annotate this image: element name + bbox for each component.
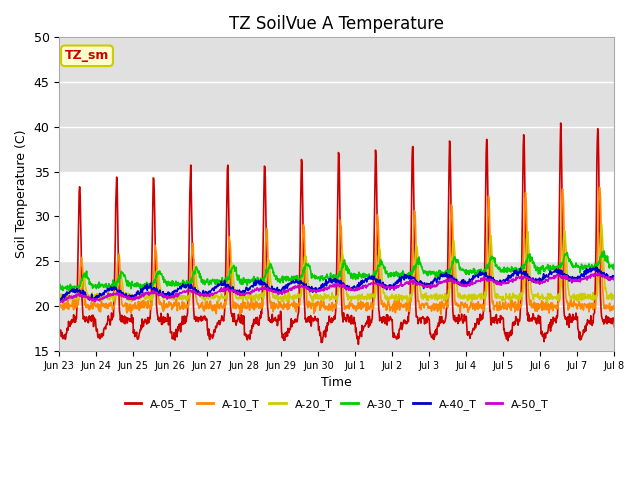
A-05_T	[296, 249, 304, 255]
A-05_T	[347, 321, 355, 327]
A-40_T	[592, 264, 600, 270]
A-50_T	[129, 297, 137, 303]
Line: A-30_T: A-30_T	[60, 251, 614, 291]
A-05_T	[359, 327, 367, 333]
A-20_T	[243, 294, 250, 300]
A-50_T	[611, 277, 618, 283]
Y-axis label: Soil Temperature (C): Soil Temperature (C)	[15, 130, 28, 258]
X-axis label: Time: Time	[321, 376, 352, 389]
A-10_T	[56, 303, 63, 309]
A-30_T	[66, 288, 74, 294]
A-10_T	[437, 312, 445, 317]
A-30_T	[611, 262, 618, 267]
A-40_T	[129, 294, 137, 300]
A-10_T	[611, 303, 618, 309]
Bar	[60, 172, 614, 261]
A-10_T	[296, 297, 304, 303]
A-05_T	[355, 341, 362, 347]
A-30_T	[348, 270, 355, 276]
A-10_T	[358, 305, 366, 311]
A-50_T	[56, 300, 63, 305]
A-20_T	[611, 295, 618, 300]
A-30_T	[600, 248, 608, 254]
A-40_T	[611, 276, 618, 281]
A-10_T	[129, 303, 137, 309]
A-30_T	[243, 276, 251, 282]
A-50_T	[347, 288, 355, 293]
A-10_T	[149, 289, 157, 295]
Legend: A-05_T, A-10_T, A-20_T, A-30_T, A-40_T, A-50_T: A-05_T, A-10_T, A-20_T, A-30_T, A-40_T, …	[120, 395, 554, 414]
A-05_T	[56, 326, 63, 332]
A-30_T	[149, 279, 157, 285]
A-50_T	[595, 270, 603, 276]
Line: A-50_T: A-50_T	[60, 273, 614, 302]
A-50_T	[149, 288, 157, 293]
Text: TZ_sm: TZ_sm	[65, 49, 109, 62]
Line: A-05_T: A-05_T	[60, 123, 614, 344]
A-20_T	[598, 221, 605, 227]
A-05_T	[129, 315, 137, 321]
A-40_T	[348, 286, 355, 292]
A-50_T	[358, 283, 366, 288]
A-40_T	[359, 280, 367, 286]
A-40_T	[243, 286, 251, 292]
A-40_T	[297, 281, 305, 287]
A-40_T	[56, 296, 63, 301]
Title: TZ SoilVue A Temperature: TZ SoilVue A Temperature	[229, 15, 444, 33]
A-20_T	[359, 295, 367, 301]
A-20_T	[149, 294, 157, 300]
A-20_T	[308, 300, 316, 305]
Line: A-20_T: A-20_T	[60, 224, 614, 302]
A-20_T	[348, 295, 355, 301]
A-05_T	[611, 324, 618, 330]
A-10_T	[596, 184, 604, 190]
A-40_T	[149, 286, 157, 292]
A-05_T	[149, 197, 157, 203]
A-30_T	[56, 287, 63, 292]
Line: A-40_T: A-40_T	[60, 267, 614, 300]
A-20_T	[296, 295, 304, 300]
A-20_T	[129, 293, 137, 299]
A-40_T	[56, 298, 64, 303]
A-10_T	[243, 304, 250, 310]
A-30_T	[359, 275, 367, 280]
A-30_T	[297, 275, 305, 280]
A-50_T	[243, 290, 250, 296]
A-30_T	[129, 282, 137, 288]
A-50_T	[296, 284, 304, 290]
Line: A-10_T: A-10_T	[60, 187, 614, 314]
A-20_T	[56, 296, 63, 301]
A-05_T	[557, 120, 564, 126]
A-05_T	[243, 334, 250, 340]
A-10_T	[347, 301, 355, 307]
